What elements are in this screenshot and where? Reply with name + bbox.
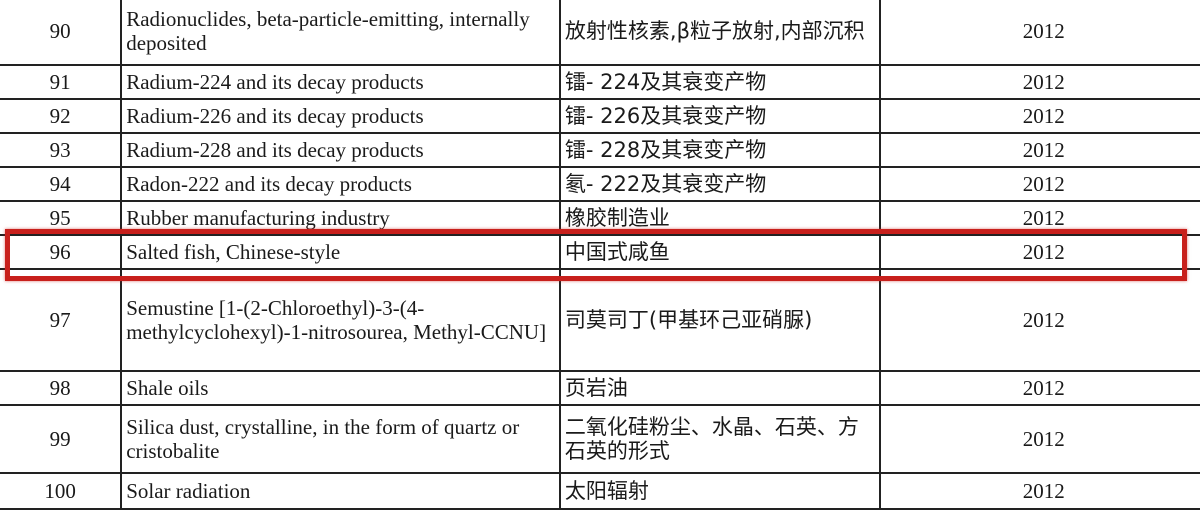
row-number: 94 [0,166,123,202]
row-number: 92 [0,98,123,134]
english-name: Silica dust, crystalline, in the form of… [120,404,561,474]
year: 2012 [879,200,1200,236]
year: 2012 [879,404,1200,474]
table-row: 90 Radionuclides, beta-particle-emitting,… [0,0,1200,66]
english-name: Rubber manufacturing industry [120,200,561,236]
row-number: 96 [0,234,123,270]
table-row: 100 Solar radiation 太阳辐射 2012 [0,472,1200,510]
chinese-name: 司莫司丁(甲基环己亚硝脲) [558,268,882,372]
table-row: 93 Radium-228 and its decay products 镭- 22… [0,132,1200,168]
table-row: 92 Radium-226 and its decay products 镭- 22… [0,98,1200,134]
table-row: 97 Semustine [1-(2-Chloroethyl)-3-(4-meth… [0,268,1200,372]
english-name: Solar radiation [120,472,561,510]
year: 2012 [879,234,1200,270]
table-row: 96 Salted fish, Chinese-style 中国式咸鱼 2012 [0,234,1200,270]
chinese-name: 镭- 226及其衰变产物 [558,98,882,134]
year: 2012 [879,132,1200,168]
table-row: 91 Radium-224 and its decay products 镭- 22… [0,64,1200,100]
row-number: 93 [0,132,123,168]
chinese-name: 氡- 222及其衰变产物 [558,166,882,202]
year: 2012 [879,0,1200,66]
chinese-name: 橡胶制造业 [558,200,882,236]
english-name: Shale oils [120,370,561,406]
year: 2012 [879,64,1200,100]
chinese-name: 二氧化硅粉尘、水晶、石英、方石英的形式 [558,404,882,474]
row-number: 98 [0,370,123,406]
table-row: 95 Rubber manufacturing industry 橡胶制造业 2012 [0,200,1200,236]
english-name: Radium-228 and its decay products [120,132,561,168]
chinese-name: 放射性核素,β粒子放射,内部沉积 [558,0,882,66]
chinese-name: 页岩油 [558,370,882,406]
chinese-name: 太阳辐射 [558,472,882,510]
english-name: Radon-222 and its decay products [120,166,561,202]
year: 2012 [879,472,1200,510]
english-name: Semustine [1-(2-Chloroethyl)-3-(4-methyl… [120,268,561,372]
chinese-name: 中国式咸鱼 [558,234,882,270]
table-row: 99 Silica dust, crystalline, in the form … [0,404,1200,474]
row-number: 99 [0,404,123,474]
english-name: Salted fish, Chinese-style [120,234,561,270]
row-number: 97 [0,268,123,372]
english-name: Radium-226 and its decay products [120,98,561,134]
year: 2012 [879,166,1200,202]
english-name: Radium-224 and its decay products [120,64,561,100]
year: 2012 [879,370,1200,406]
year: 2012 [879,98,1200,134]
row-number: 90 [0,0,123,66]
chinese-name: 镭- 228及其衰变产物 [558,132,882,168]
table-row: 98 Shale oils 页岩油 2012 [0,370,1200,406]
row-number: 100 [0,472,123,510]
chinese-name: 镭- 224及其衰变产物 [558,64,882,100]
year: 2012 [879,268,1200,372]
table-row: 94 Radon-222 and its decay products 氡- 222… [0,166,1200,202]
row-number: 95 [0,200,123,236]
english-name: Radionuclides, beta-particle-emitting, i… [120,0,561,66]
row-number: 91 [0,64,123,100]
